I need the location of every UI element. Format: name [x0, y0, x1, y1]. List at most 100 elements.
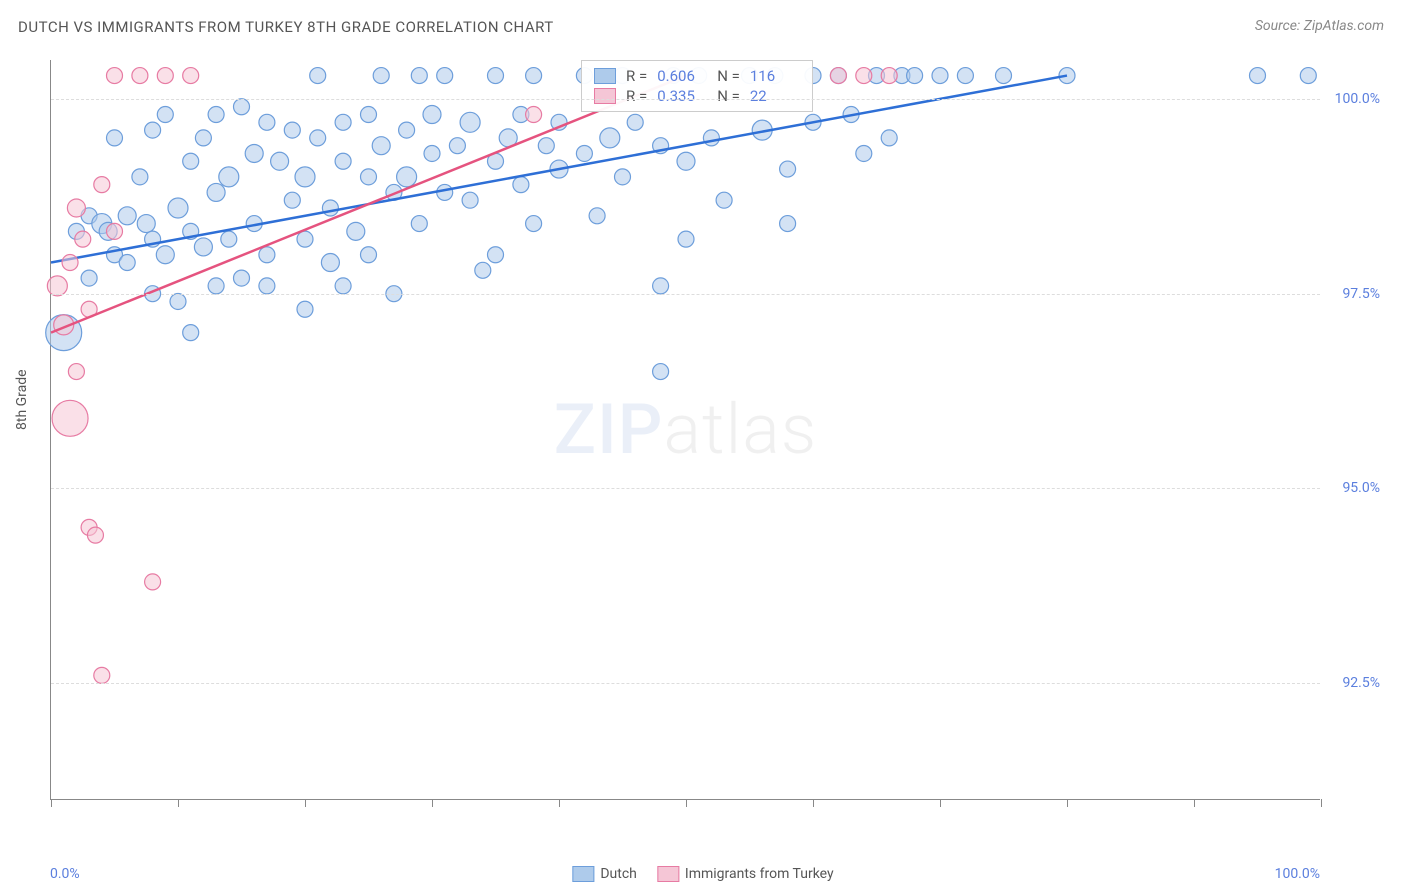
data-point [615, 169, 631, 185]
data-point [68, 364, 84, 380]
regression-line [51, 76, 1067, 263]
data-point [208, 278, 224, 294]
data-point [259, 114, 275, 130]
data-point [195, 130, 211, 146]
x-tick [178, 799, 179, 807]
data-point [488, 247, 504, 263]
data-point [373, 68, 389, 84]
data-point [424, 145, 440, 161]
data-point [526, 107, 542, 123]
data-point [157, 68, 173, 84]
data-point [600, 128, 620, 148]
data-point [183, 68, 199, 84]
data-point [183, 325, 199, 341]
data-point [462, 192, 478, 208]
data-point [297, 231, 313, 247]
data-point [361, 107, 377, 123]
data-point [361, 247, 377, 263]
stats-box: R =0.606N =116R =0.335N =22 [581, 60, 813, 112]
data-point [67, 199, 85, 217]
x-axis-max-label: 100.0% [1275, 866, 1320, 882]
data-point [1250, 68, 1266, 84]
data-point [119, 255, 135, 271]
stats-r-label: R = [626, 87, 647, 105]
data-point [347, 222, 365, 240]
x-tick [686, 799, 687, 807]
legend-label: Dutch [600, 866, 637, 882]
data-point [94, 177, 110, 193]
data-point [295, 167, 315, 187]
data-point [221, 231, 237, 247]
data-point [423, 106, 441, 124]
data-point [411, 68, 427, 84]
data-point [310, 68, 326, 84]
x-tick [559, 799, 560, 807]
stats-r-value: 0.335 [657, 87, 707, 105]
data-point [780, 161, 796, 177]
data-point [132, 169, 148, 185]
data-point [107, 223, 123, 239]
stats-n-label: N = [717, 87, 740, 105]
data-point [118, 207, 136, 225]
data-point [335, 114, 351, 130]
data-point [310, 130, 326, 146]
x-tick [305, 799, 306, 807]
y-tick-label: 92.5% [1342, 675, 1380, 691]
data-point [907, 68, 923, 84]
data-point [996, 68, 1012, 84]
data-point [52, 400, 88, 436]
data-point [372, 137, 390, 155]
data-point [219, 167, 239, 187]
data-point [703, 130, 719, 146]
data-point [107, 68, 123, 84]
data-point [137, 215, 155, 233]
stats-row: R =0.335N =22 [594, 87, 800, 105]
data-point [207, 183, 225, 201]
data-point [437, 68, 453, 84]
data-point [399, 122, 415, 138]
data-point [81, 270, 97, 286]
y-tick-label: 100.0% [1335, 91, 1380, 107]
stats-swatch [594, 68, 616, 84]
data-point [145, 574, 161, 590]
data-point [284, 192, 300, 208]
data-point [856, 145, 872, 161]
legend-item: Dutch [572, 866, 637, 882]
data-point [716, 192, 732, 208]
data-point [780, 216, 796, 232]
gridline [51, 294, 1320, 295]
data-point [245, 144, 263, 162]
data-point [488, 68, 504, 84]
data-point [321, 254, 339, 272]
data-point [653, 364, 669, 380]
stats-r-label: R = [626, 67, 647, 85]
data-point [538, 138, 554, 154]
data-point [87, 527, 103, 543]
data-point [513, 177, 529, 193]
x-tick [1194, 799, 1195, 807]
data-point [194, 238, 212, 256]
gridline [51, 99, 1320, 100]
data-point [678, 231, 694, 247]
x-tick [1067, 799, 1068, 807]
data-point [234, 270, 250, 286]
x-axis-min-label: 0.0% [50, 866, 80, 882]
data-point [132, 68, 148, 84]
data-point [437, 184, 453, 200]
y-tick-label: 97.5% [1342, 286, 1380, 302]
data-point [397, 167, 417, 187]
data-point [183, 153, 199, 169]
chart-title: DUTCH VS IMMIGRANTS FROM TURKEY 8TH GRAD… [18, 18, 554, 36]
x-tick [813, 799, 814, 807]
data-point [156, 246, 174, 264]
data-point [322, 200, 338, 216]
legend-swatch [657, 866, 679, 882]
data-point [932, 68, 948, 84]
data-point [157, 107, 173, 123]
data-point [653, 278, 669, 294]
data-point [335, 278, 351, 294]
data-point [297, 301, 313, 317]
data-point [62, 255, 78, 271]
data-point [411, 216, 427, 232]
data-point [1300, 68, 1316, 84]
